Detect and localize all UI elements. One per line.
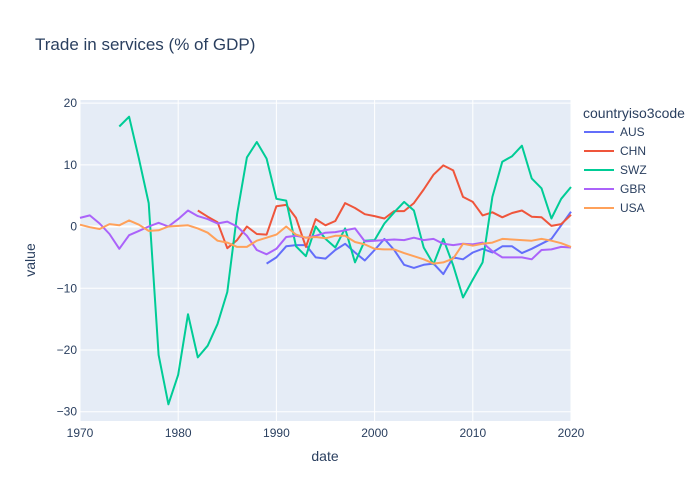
legend-item-gbr[interactable]: GBR [584, 182, 646, 196]
chart-title: Trade in services (% of GDP) [35, 35, 255, 54]
series-line-usa [79, 219, 572, 265]
x-tick-label: 2020 [558, 426, 585, 440]
x-tick-label: 1990 [263, 426, 290, 440]
y-tick-label: −10 [57, 281, 78, 295]
legend-label: SWZ [620, 163, 647, 177]
legend-label: USA [620, 201, 645, 215]
x-tick-label: 2000 [361, 426, 388, 440]
legend-item-chn[interactable]: CHN [584, 144, 646, 158]
y-axis-ticks: −30 −20 −10 0 10 20 [57, 96, 78, 419]
legend-label: AUS [620, 125, 645, 139]
x-axis-ticks: 1970 1980 1990 2000 2010 2020 [67, 426, 585, 440]
y-axis-label: value [22, 243, 38, 277]
y-tick-label: 0 [70, 220, 77, 234]
legend-title: countryiso3code [583, 105, 685, 121]
series-line-gbr [79, 209, 572, 261]
x-tick-label: 2010 [459, 426, 486, 440]
series-line-swz [118, 115, 572, 406]
x-axis-label: date [311, 448, 338, 464]
legend-item-aus[interactable]: AUS [584, 125, 645, 139]
y-tick-label: −20 [57, 343, 78, 357]
gridlines [79, 100, 572, 421]
x-tick-label: 1970 [67, 426, 94, 440]
series-lines [79, 115, 572, 406]
legend-label: CHN [620, 144, 646, 158]
legend-item-swz[interactable]: SWZ [584, 163, 647, 177]
y-tick-label: −30 [57, 405, 78, 419]
x-tick-label: 1980 [165, 426, 192, 440]
legend-item-usa[interactable]: USA [584, 201, 645, 215]
series-line-chn [197, 164, 572, 250]
legend-label: GBR [620, 182, 646, 196]
series-line-aus [266, 211, 572, 276]
legend[interactable]: AUS CHN SWZ GBR USA [584, 125, 647, 215]
y-tick-label: 10 [64, 158, 78, 172]
plot-area [80, 100, 571, 421]
y-tick-label: 20 [64, 96, 78, 110]
